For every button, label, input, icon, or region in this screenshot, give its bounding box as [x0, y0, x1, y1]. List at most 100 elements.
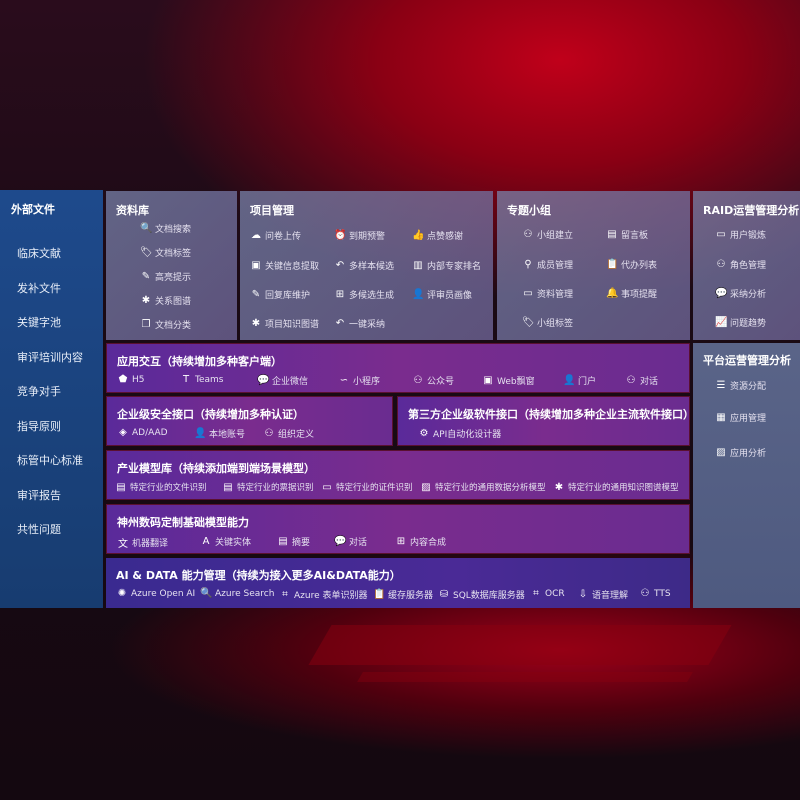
- industry-item[interactable]: ▭ 特定行业的证件识别: [321, 481, 412, 494]
- app-item[interactable]: ∽ 小程序: [338, 374, 380, 387]
- security-item[interactable]: ◈ AD/AAD: [117, 427, 168, 438]
- base-item[interactable]: 文机器翻译: [117, 535, 168, 550]
- left-item[interactable]: 临床文献: [17, 247, 61, 260]
- app-item-label: 企业微信: [272, 377, 309, 387]
- project-item[interactable]: ▥ 内部专家排名: [412, 259, 481, 272]
- industry-item[interactable]: ▤ 特定行业的文件识别: [115, 481, 206, 494]
- platform-title: 平台运营管理分析: [703, 354, 791, 367]
- platform-item[interactable]: ▨ 应用分析: [715, 446, 766, 459]
- app-item[interactable]: ⬟ H5: [117, 374, 145, 385]
- ai-item[interactable]: ⚇ TTS: [639, 588, 671, 599]
- ai-item-label: SQL数据库服务器: [453, 591, 525, 601]
- window-icon: ▣: [251, 260, 261, 271]
- user-lock-icon: 👤: [194, 428, 207, 439]
- group-item[interactable]: 📋 代办列表: [606, 258, 657, 271]
- raid-item[interactable]: 📈 问题趋势: [715, 316, 766, 329]
- wechat-icon: 💬: [257, 375, 270, 386]
- library-item[interactable]: 🔍 文档搜索: [140, 222, 191, 235]
- project-item[interactable]: ✎ 回复库维护: [250, 288, 310, 301]
- left-item[interactable]: 标管中心标准: [17, 454, 83, 467]
- left-item[interactable]: 共性问题: [17, 523, 61, 536]
- left-item[interactable]: 审评培训内容: [17, 350, 83, 364]
- base-item[interactable]: A 关键实体: [200, 535, 251, 548]
- security-item[interactable]: 👤 本地账号: [194, 427, 245, 440]
- platform-item[interactable]: ☰ 资源分配: [715, 379, 767, 392]
- ai-item[interactable]: ⛁ SQL数据库服务器: [438, 588, 525, 601]
- user-icon: 👤: [412, 289, 425, 300]
- industry-item[interactable]: ✱ 特定行业的通用知识图谱模型: [553, 481, 679, 494]
- ai-item-label: Azure 表单识别器: [294, 591, 368, 601]
- group-item[interactable]: ▤ 留言板: [606, 228, 648, 241]
- left-item[interactable]: 审评报告: [17, 488, 61, 502]
- raid-title: RAID运营管理分析: [703, 204, 800, 217]
- app-item[interactable]: ⚇ 公众号: [412, 374, 455, 387]
- receipt-icon: ▤: [223, 481, 233, 493]
- base-item[interactable]: 💬 对话: [334, 535, 367, 548]
- security-item[interactable]: ⚇ 组织定义: [263, 427, 315, 440]
- project-item[interactable]: ☁ 问卷上传: [250, 229, 301, 242]
- library-item-label: 关系图谱: [155, 297, 192, 307]
- group-item[interactable]: 🔔 事项提醒: [606, 287, 657, 300]
- group-item[interactable]: ⚇ 小组建立: [522, 228, 574, 241]
- raid-item[interactable]: 💬 采纳分析: [715, 287, 766, 300]
- project-item-label: 多样本候选: [349, 262, 395, 272]
- group-item[interactable]: 🏷 小组标签: [522, 316, 573, 329]
- library-item[interactable]: ❐ 文档分类: [140, 318, 192, 331]
- project-item[interactable]: 👤 评审员画像: [412, 288, 472, 301]
- base-model-panel: 神州数码定制基础模型能力文机器翻译 A 关键实体 ▤ 摘要 💬 对话 ⊞ 内容合成: [106, 504, 690, 554]
- raid-item[interactable]: ▭ 用户锻炼: [715, 228, 766, 241]
- base-item[interactable]: ⊞ 内容合成: [395, 535, 446, 548]
- scan-icon: ⌗: [282, 589, 288, 600]
- left-item[interactable]: 竞争对手: [17, 385, 61, 398]
- app-title: 应用交互（持续增加多种客户端）: [117, 355, 282, 368]
- project-item-label: 多候选生成: [349, 291, 395, 301]
- app-item[interactable]: T Teams: [180, 374, 224, 385]
- project-item[interactable]: ↶ 多样本候选: [334, 259, 394, 272]
- graph-icon: ✱: [554, 481, 564, 493]
- thirdparty-item[interactable]: ⚙ API自动化设计器: [418, 427, 502, 440]
- library-item[interactable]: ✎ 高亮提示: [140, 270, 191, 283]
- security-item-label: AD/AAD: [132, 427, 168, 438]
- clipboard-icon: 📋: [373, 589, 386, 600]
- left-item[interactable]: 指导原则: [17, 419, 61, 433]
- app-item[interactable]: ⚇ 对话: [625, 374, 659, 387]
- topic-group-panel: 专题小组 ⚇ 小组建立 ▤ 留言板 ⚲ 成员管理 📋 代办列表 ▭ 资料管理 🔔 事项提醒 🏷 小组标签: [497, 191, 690, 340]
- pen-icon: ✎: [251, 289, 261, 300]
- ai-item[interactable]: ⇩ 语音理解: [577, 588, 628, 601]
- group-item-label: 事项提醒: [621, 290, 658, 300]
- project-item[interactable]: 👍 点赞感谢: [412, 229, 463, 242]
- ai-item[interactable]: 📋 缓存服务器: [373, 588, 433, 601]
- ai-item[interactable]: 🔍 Azure Search: [200, 588, 274, 599]
- thumbs-up-icon: 👍: [412, 230, 425, 241]
- left-item[interactable]: 发补文件: [17, 281, 61, 295]
- left-item[interactable]: 关键字池: [17, 316, 61, 329]
- group-item-label: 代办列表: [621, 261, 658, 271]
- gear-icon: ⚙: [419, 428, 429, 439]
- project-item-label: 内部专家排名: [427, 262, 482, 272]
- library-item-label: 文档分类: [155, 321, 192, 331]
- group-item-label: 小组建立: [537, 231, 574, 241]
- industry-item[interactable]: ▨ 特定行业的通用数据分析模型: [420, 481, 545, 494]
- project-item[interactable]: ↶ 一键采纳: [334, 317, 385, 330]
- base-item-label: 摘要: [292, 538, 311, 548]
- ai-item[interactable]: ✺ Azure Open AI: [116, 588, 195, 599]
- group-item[interactable]: ▭ 资料管理: [522, 287, 573, 300]
- project-item[interactable]: ▣ 关键信息提取: [250, 259, 319, 272]
- group-item[interactable]: ⚲ 成员管理: [522, 258, 573, 271]
- industry-item[interactable]: ▤ 特定行业的票据识别: [222, 481, 313, 494]
- project-item[interactable]: ✱ 项目知识图谱: [250, 317, 319, 330]
- app-item[interactable]: 👤 门户: [563, 374, 596, 387]
- base-item[interactable]: ▤ 摘要: [277, 535, 310, 548]
- app-item[interactable]: ▣ Web飘窗: [482, 374, 534, 387]
- library-item[interactable]: 🏷 文档标签: [140, 246, 191, 259]
- ai-item[interactable]: ⌗ Azure 表单识别器: [279, 588, 368, 601]
- library-item[interactable]: ✱ 关系图谱: [140, 294, 191, 307]
- platform-item[interactable]: ▦ 应用管理: [715, 411, 766, 424]
- project-item[interactable]: ⊞ 多候选生成: [334, 288, 394, 301]
- raid-item[interactable]: ⚇ 角色管理: [715, 258, 767, 271]
- base-item-label: 机器翻译: [132, 539, 169, 549]
- ai-item[interactable]: ⌗ OCR: [530, 588, 564, 599]
- app-item[interactable]: 💬 企业微信: [257, 374, 308, 387]
- project-item[interactable]: ⏰ 到期预警: [334, 229, 385, 242]
- industry-model-panel: 产业模型库（持续添加端到端场景模型） ▤ 特定行业的文件识别 ▤ 特定行业的票据识别 ▭ 特…: [106, 450, 690, 500]
